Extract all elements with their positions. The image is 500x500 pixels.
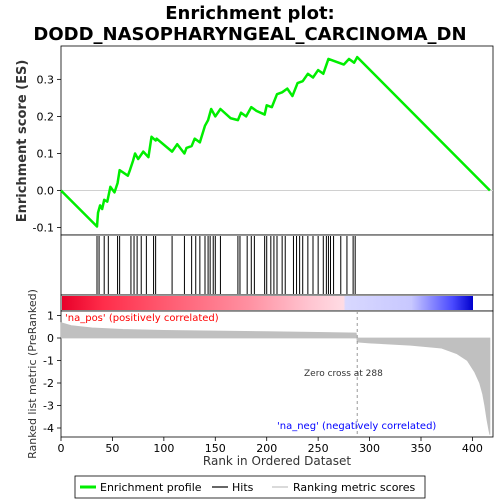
legend-metric-label: Ranking metric scores bbox=[293, 481, 415, 494]
legend-es-label: Enrichment profile bbox=[100, 481, 202, 494]
legend-box bbox=[74, 475, 426, 499]
es-y-tick-label: 0.3 bbox=[37, 73, 55, 86]
x-tick-label: 200 bbox=[256, 442, 277, 455]
ranking-color-bar bbox=[62, 296, 473, 310]
metric-y-axis-label: Ranked list metric (PreRanked) bbox=[26, 289, 39, 459]
es-y-tick-label: 0.2 bbox=[37, 110, 55, 123]
metric-y-tick-label: 0 bbox=[47, 332, 54, 345]
zero-cross-label: Zero cross at 288 bbox=[304, 369, 383, 379]
enrichment-profile-line bbox=[60, 55, 491, 228]
metric-y-tick-label: 1 bbox=[47, 310, 54, 323]
es-y-axis-label: Enrichment score (ES) bbox=[15, 60, 30, 223]
es-y-tick-label: 0.1 bbox=[37, 147, 55, 160]
es-panel bbox=[60, 45, 494, 236]
x-tick-label: 50 bbox=[105, 442, 119, 455]
chart-title-line2: DODD_NASOPHARYNGEAL_CARCINOMA_DN bbox=[33, 24, 466, 45]
x-tick-label: 100 bbox=[153, 442, 174, 455]
metric-y-tick-label: -3 bbox=[43, 400, 54, 413]
x-tick-label: 150 bbox=[205, 442, 226, 455]
x-tick-label: 300 bbox=[359, 442, 380, 455]
es-y-tick-label: 0.0 bbox=[37, 185, 55, 198]
metric-y-tick-label: -1 bbox=[43, 355, 54, 368]
x-tick-label: 250 bbox=[308, 442, 329, 455]
es-y-tick-label: -0.1 bbox=[33, 222, 54, 235]
chart-title-line1: Enrichment plot: bbox=[165, 3, 335, 24]
legend-hits-label: Hits bbox=[232, 481, 254, 494]
metric-y-tick-label: -2 bbox=[43, 377, 54, 390]
x-tick-label: 350 bbox=[411, 442, 432, 455]
metric-y-tick-label: -4 bbox=[43, 422, 54, 435]
x-axis-label: Rank in Ordered Dataset bbox=[203, 454, 351, 468]
neg-label: 'na_neg' (negatively correlated) bbox=[277, 421, 436, 432]
x-tick-label: 400 bbox=[462, 442, 483, 455]
metric-area bbox=[60, 322, 491, 435]
x-tick-label: 0 bbox=[58, 442, 65, 455]
pos-label: 'na_pos' (positively correlated) bbox=[65, 313, 219, 324]
